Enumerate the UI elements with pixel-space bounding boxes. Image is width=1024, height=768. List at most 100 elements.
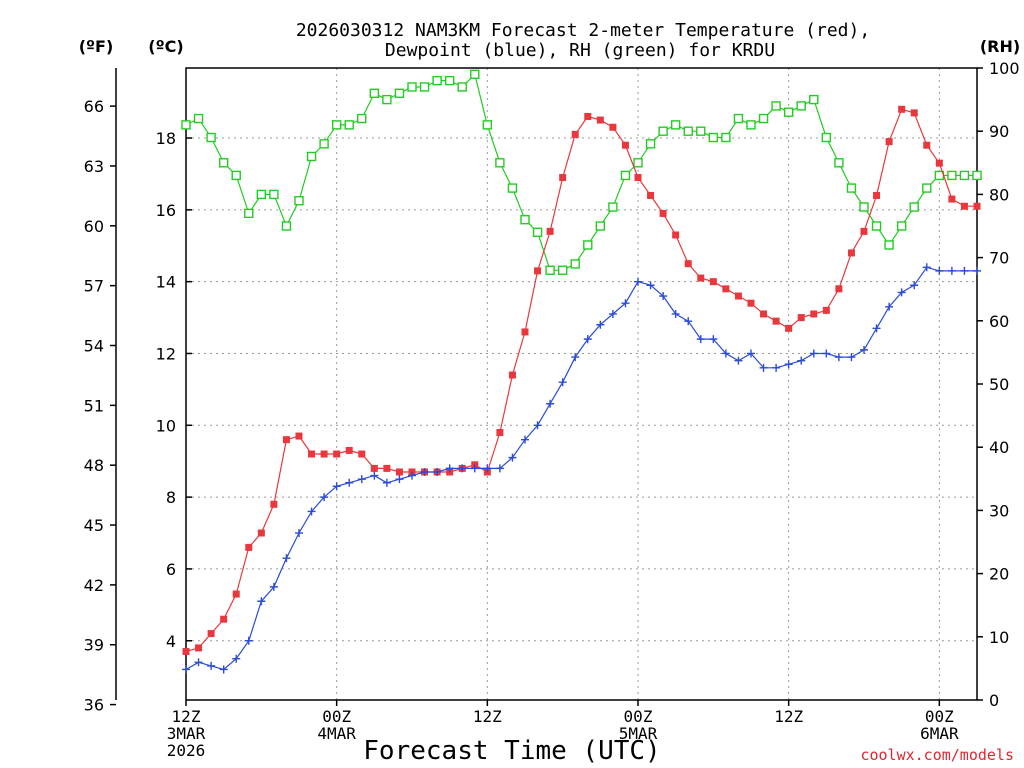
temperature-point — [747, 299, 755, 307]
temperature-point — [722, 285, 730, 293]
temperature-point — [634, 174, 642, 182]
temperature-point — [860, 227, 868, 235]
rh-point — [633, 158, 643, 168]
f-tick-label: 54 — [84, 336, 104, 355]
dewpoint-point — [508, 453, 517, 462]
f-tick-label: 60 — [84, 217, 104, 236]
rh-point — [570, 259, 580, 269]
temperature-point — [182, 648, 190, 656]
dewpoint-point — [583, 335, 592, 344]
rh-point — [432, 75, 442, 86]
chart-title-line1: 2026030312 NAM3KM Forecast 2-meter Tempe… — [296, 20, 870, 41]
dewpoint-point — [721, 349, 730, 358]
dewpoint-point — [332, 482, 341, 491]
rh-point — [658, 126, 668, 136]
temperature-point — [760, 310, 768, 318]
dewpoint-point — [596, 320, 605, 329]
unit-rh-label: (RH) — [980, 37, 1020, 56]
dewpoint-point — [621, 299, 630, 308]
temperature-point — [521, 328, 529, 336]
rh-point — [959, 170, 970, 181]
temperature-point — [885, 138, 893, 146]
dewpoint-point — [458, 464, 467, 473]
rh-tick-label: 50 — [989, 375, 1009, 394]
dewpoint-point — [922, 263, 931, 272]
rh-tick-label: 20 — [989, 565, 1009, 584]
rh-point — [444, 75, 455, 86]
temperature-point — [270, 500, 278, 508]
dewpoint-point — [219, 665, 228, 674]
dewpoint-point — [182, 665, 190, 674]
rh-tick-label: 70 — [989, 249, 1009, 268]
temperature-point — [257, 529, 265, 537]
temperature-point — [772, 317, 780, 325]
c-tick-label: 18 — [156, 129, 176, 148]
c-tick-label: 8 — [166, 488, 176, 507]
temperature-point — [584, 112, 592, 120]
dewpoint-point — [671, 309, 680, 318]
dewpoint-point — [571, 353, 580, 362]
dewpoint-point — [282, 554, 291, 563]
c-tick-label: 4 — [166, 632, 176, 651]
dewpoint-point — [897, 288, 906, 297]
dewpoint-point — [784, 360, 793, 369]
f-tick-label: 42 — [84, 576, 104, 595]
rh-point — [746, 120, 756, 130]
rh-point — [909, 202, 919, 212]
rh-point — [809, 94, 819, 105]
series-rh — [181, 69, 982, 275]
rh-point — [696, 126, 706, 136]
temperature-point — [923, 141, 931, 149]
rh-point — [281, 221, 292, 231]
dewpoint-point — [684, 317, 693, 326]
temperature-point — [383, 464, 391, 472]
dewpoint-point — [357, 475, 366, 484]
x-tick-label: 00Z — [322, 707, 351, 726]
temperature-point — [910, 109, 918, 117]
temperature-point — [659, 209, 667, 217]
rh-point — [645, 139, 656, 149]
rh-point — [771, 101, 781, 111]
rh-point — [407, 82, 417, 92]
dewpoint-point — [872, 324, 881, 333]
dewpoint-point — [194, 658, 203, 667]
rh-point — [821, 132, 832, 143]
series-layer — [181, 69, 982, 674]
temperature-point — [873, 191, 881, 199]
rh-point — [507, 183, 518, 193]
temperature-point — [898, 105, 906, 113]
x-tick-label: 3MAR — [167, 724, 206, 743]
temperature-point — [948, 195, 956, 203]
temperature-point — [785, 324, 793, 332]
dewpoint-point — [408, 471, 416, 480]
rh-point — [972, 170, 982, 181]
dewpoint-point — [709, 335, 718, 344]
rh-point — [859, 202, 869, 212]
rh-point — [294, 196, 304, 206]
dewpoint-point — [822, 349, 831, 358]
dewpoint-point — [395, 475, 404, 484]
rh-point — [457, 82, 467, 92]
rh-tick-label: 10 — [989, 628, 1009, 647]
grid-lines — [186, 68, 977, 700]
unit-celsius-label: (ºC) — [148, 37, 183, 56]
temperature-point — [308, 450, 316, 458]
rh-point — [783, 107, 794, 117]
temperature-point — [935, 159, 943, 167]
temperature-point — [245, 543, 253, 551]
rh-point — [306, 151, 317, 162]
dewpoint-point — [860, 345, 868, 354]
rh-point — [922, 183, 932, 193]
f-tick-label: 57 — [84, 277, 104, 296]
dewpoint-point — [910, 281, 919, 290]
temperature-point — [822, 306, 830, 314]
source-credit: coolwx.com/models — [860, 746, 1014, 764]
rh-point — [557, 265, 568, 275]
dewpoint-point — [433, 467, 442, 476]
dewpoint-point — [295, 529, 303, 538]
rh-point — [218, 158, 229, 168]
dewpoint-point — [885, 302, 894, 311]
f-tick-label: 63 — [84, 157, 104, 176]
dewpoint-point — [269, 582, 278, 591]
dewpoint-point — [935, 266, 944, 275]
